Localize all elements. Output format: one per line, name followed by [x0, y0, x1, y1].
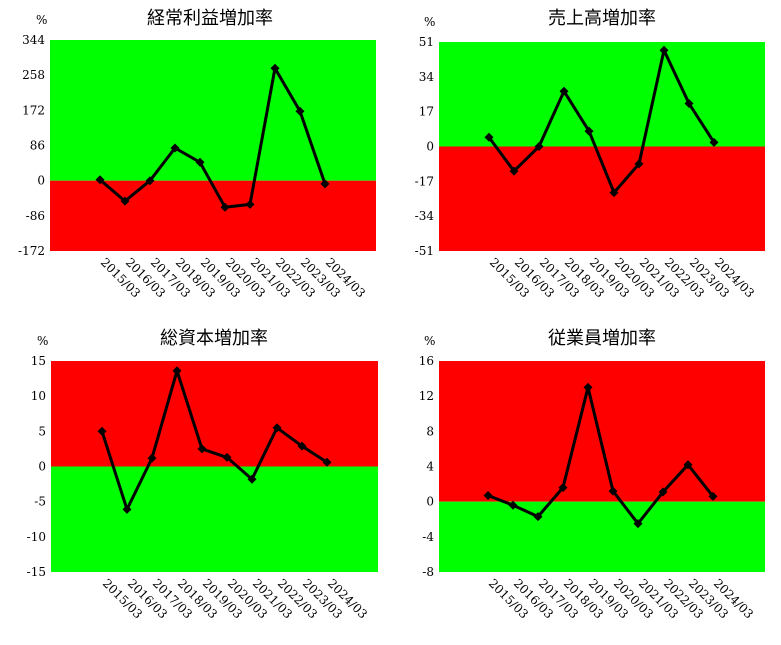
y-tick-label: -34 — [415, 209, 435, 223]
chart-title: 従業員増加率 — [548, 328, 656, 349]
y-tick-label: 17 — [419, 105, 434, 119]
y-unit-label: % — [36, 13, 47, 27]
y-tick-label: -15 — [27, 565, 46, 579]
upper-zone — [50, 40, 376, 181]
upper-zone — [439, 42, 765, 147]
y-tick-label: 4 — [426, 460, 434, 474]
y-tick-label: 172 — [22, 103, 45, 117]
data-point — [483, 491, 493, 500]
y-tick-label: 0 — [38, 460, 46, 474]
data-point — [95, 175, 105, 185]
data-point — [508, 500, 518, 510]
y-tick-label: -86 — [26, 209, 45, 223]
y-tick-label: 34 — [419, 70, 435, 84]
data-point — [684, 99, 694, 108]
data-point — [484, 132, 494, 142]
y-unit-label: % — [424, 15, 435, 29]
data-point — [220, 202, 230, 212]
chart-title: 経常利益増加率 — [147, 8, 273, 29]
y-tick-label: 5 — [38, 424, 46, 438]
data-point — [533, 512, 543, 522]
data-point — [195, 157, 205, 167]
data-point — [534, 142, 544, 151]
data-point — [583, 382, 593, 392]
y-tick-label: 0 — [426, 495, 434, 509]
series-line — [99, 66, 327, 209]
lower-zone — [50, 180, 376, 251]
data-point — [608, 486, 618, 496]
chart-panel-4: 従業員増加率%1612840-4-82015/032016/032017/032… — [419, 328, 765, 621]
upper-zone — [51, 361, 378, 467]
data-point — [322, 457, 332, 467]
data-point — [245, 199, 255, 209]
lower-zone — [439, 501, 765, 572]
y-tick-label: 15 — [31, 354, 46, 368]
y-unit-label: % — [37, 334, 48, 348]
series-line — [487, 385, 715, 526]
y-tick-label: -4 — [422, 530, 434, 544]
data-point — [709, 137, 719, 147]
series-line — [100, 369, 328, 511]
chart-panel-3: 総資本増加率%151050-5-10-152015/032016/032017/… — [27, 328, 378, 621]
data-point — [320, 179, 330, 189]
data-point — [97, 426, 107, 436]
data-point — [683, 460, 693, 470]
data-point — [170, 143, 180, 153]
series-line — [487, 48, 716, 195]
data-point — [172, 366, 182, 376]
y-tick-label: 0 — [426, 140, 434, 154]
chart-panel-2: 売上高増加率%5134170-17-34-512015/032016/03201… — [415, 8, 765, 300]
lower-zone — [51, 466, 378, 572]
y-tick-label: -8 — [422, 565, 434, 579]
data-point — [197, 444, 207, 454]
y-tick-label: 8 — [426, 424, 434, 438]
data-point — [147, 453, 157, 463]
y-tick-label: 344 — [22, 33, 45, 47]
data-point — [222, 452, 232, 462]
y-tick-label: 12 — [419, 389, 434, 403]
y-unit-label: % — [424, 334, 435, 348]
data-point — [122, 504, 132, 514]
data-point — [659, 45, 669, 55]
data-point — [584, 126, 594, 136]
chart-title: 売上高増加率 — [548, 8, 656, 29]
y-tick-label: 10 — [31, 389, 46, 403]
data-point — [145, 176, 155, 186]
data-point — [270, 63, 280, 73]
data-point — [558, 483, 568, 493]
y-tick-label: 16 — [419, 354, 434, 368]
y-tick-label: -172 — [18, 244, 45, 258]
chart-panel-1: 経常利益増加率%344258172860-86-1722015/032016/0… — [18, 8, 376, 300]
y-tick-label: 0 — [37, 174, 45, 188]
data-point — [509, 166, 519, 176]
data-point — [247, 474, 257, 484]
y-tick-label: -17 — [415, 174, 434, 188]
y-tick-label: 258 — [22, 68, 45, 82]
data-point — [634, 159, 644, 169]
data-point — [559, 86, 569, 96]
data-point — [708, 491, 718, 501]
data-point — [297, 441, 307, 451]
data-point — [633, 519, 643, 529]
y-tick-label: 86 — [30, 139, 45, 153]
chart-title: 総資本増加率 — [160, 328, 268, 349]
data-point — [272, 423, 282, 433]
data-point — [658, 487, 668, 497]
data-point — [295, 106, 305, 116]
data-point — [120, 196, 130, 206]
y-tick-label: -51 — [415, 244, 434, 258]
y-tick-label: -5 — [34, 495, 46, 509]
y-tick-label: 51 — [419, 35, 434, 49]
data-point — [609, 188, 619, 198]
y-tick-label: -10 — [27, 530, 46, 544]
upper-zone — [439, 361, 765, 502]
